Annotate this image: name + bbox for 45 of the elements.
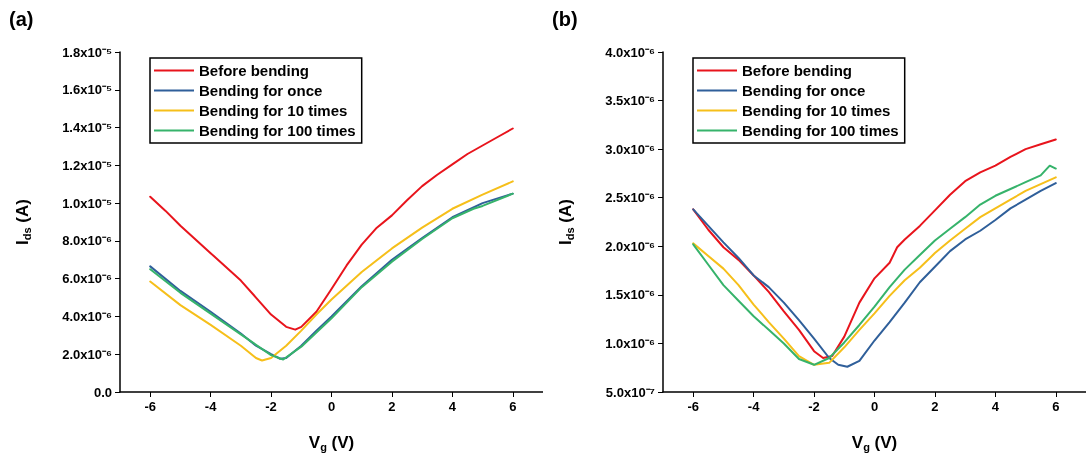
y-tick-label: 1.0x10⁻⁶ xyxy=(605,335,656,351)
y-tick-label: 1.0x10⁻⁵ xyxy=(62,195,112,211)
x-tick-label: 0 xyxy=(870,399,879,414)
y-tick-label: 3.0x10⁻⁶ xyxy=(605,141,656,157)
x-tick-label: 2 xyxy=(388,399,396,414)
y-tick-label: 1.6x10⁻⁵ xyxy=(62,82,112,98)
x-tick-label: 6 xyxy=(509,399,517,414)
x-tick-label: -2 xyxy=(808,399,820,414)
line-series xyxy=(149,127,514,331)
legend-label: Bending for 10 times xyxy=(742,102,891,119)
x-tick-label: 4 xyxy=(448,399,457,414)
chart-title: (b) xyxy=(552,8,578,30)
y-tick-label: 1.5x10⁻⁶ xyxy=(605,287,656,303)
y-tick-label: 3.5x10⁻⁶ xyxy=(605,93,656,109)
y-tick-label: 4.0x10⁻⁶ xyxy=(62,308,113,324)
y-tick-label: 1.2x10⁻⁵ xyxy=(62,157,112,173)
x-tick-label: -6 xyxy=(687,399,699,414)
y-tick-label: 0.0 xyxy=(93,384,112,400)
y-tick-label: 6.0x10⁻⁶ xyxy=(62,271,113,287)
y-tick-label: 5.0x10⁻⁷ xyxy=(605,384,655,400)
x-tick-label: -4 xyxy=(747,399,761,414)
x-tick-label: -6 xyxy=(144,399,156,414)
x-tick-label: -2 xyxy=(265,399,277,414)
x-tick-label: 4 xyxy=(991,399,1000,414)
legend-label: Bending for 100 times xyxy=(199,122,356,139)
legend-label: Bending for once xyxy=(199,82,323,99)
y-tick-label: 1.4x10⁻⁵ xyxy=(62,120,112,136)
legend-label: Bending for once xyxy=(742,82,866,99)
chart-title: (a) xyxy=(9,8,34,30)
y-tick-label: 2.0x10⁻⁶ xyxy=(62,346,113,362)
x-tick-label: 0 xyxy=(327,399,336,414)
y-axis-title: Ids (A) xyxy=(12,199,33,245)
legend-label: Before bending xyxy=(199,62,310,79)
y-tick-label: 2.0x10⁻⁶ xyxy=(605,238,656,254)
y-tick-label: 8.0x10⁻⁶ xyxy=(62,233,113,249)
y-axis-title: Ids (A) xyxy=(555,199,576,245)
x-tick-label: 2 xyxy=(931,399,939,414)
y-tick-label: 1.8x10⁻⁵ xyxy=(62,44,112,60)
x-tick-label: 6 xyxy=(1052,399,1060,414)
y-tick-label: 4.0x10⁻⁶ xyxy=(605,44,656,60)
y-tick-label: 2.5x10⁻⁶ xyxy=(605,190,656,206)
legend-label: Bending for 10 times xyxy=(199,102,348,119)
x-tick-label: -4 xyxy=(204,399,218,414)
legend-label: Before bending xyxy=(742,62,853,79)
legend-label: Bending for 100 times xyxy=(742,122,899,139)
